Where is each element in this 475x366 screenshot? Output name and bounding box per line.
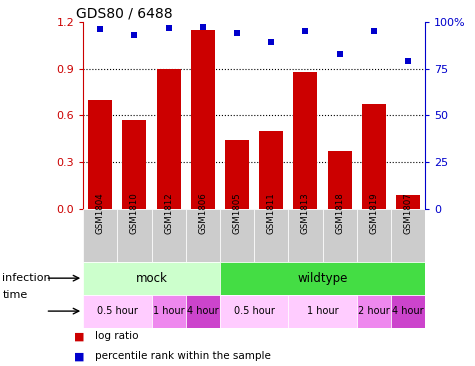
Bar xyxy=(323,209,357,262)
Point xyxy=(96,26,104,32)
Bar xyxy=(357,295,391,328)
Bar xyxy=(396,195,420,209)
Bar xyxy=(225,140,249,209)
Point xyxy=(370,29,378,34)
Bar xyxy=(186,295,220,328)
Bar xyxy=(83,262,220,295)
Text: 1 hour: 1 hour xyxy=(153,306,184,316)
Text: log ratio: log ratio xyxy=(95,331,139,341)
Bar xyxy=(186,209,220,262)
Text: wildtype: wildtype xyxy=(297,272,348,285)
Bar xyxy=(220,262,425,295)
Bar xyxy=(157,69,180,209)
Text: infection: infection xyxy=(2,273,51,283)
Text: GSM1818: GSM1818 xyxy=(335,193,344,234)
Bar xyxy=(254,209,288,262)
Point xyxy=(267,40,275,45)
Text: 1 hour: 1 hour xyxy=(307,306,338,316)
Text: GSM1806: GSM1806 xyxy=(199,193,207,234)
Bar xyxy=(288,295,357,328)
Text: ■: ■ xyxy=(74,331,84,341)
Text: percentile rank within the sample: percentile rank within the sample xyxy=(95,351,271,361)
Bar xyxy=(288,209,323,262)
Text: 4 hour: 4 hour xyxy=(392,306,424,316)
Text: mock: mock xyxy=(135,272,168,285)
Bar xyxy=(328,151,352,209)
Text: GSM1812: GSM1812 xyxy=(164,193,173,234)
Bar xyxy=(391,295,425,328)
Bar xyxy=(362,104,386,209)
Bar xyxy=(152,295,186,328)
Text: 0.5 hour: 0.5 hour xyxy=(234,306,275,316)
Text: 4 hour: 4 hour xyxy=(187,306,218,316)
Text: GSM1811: GSM1811 xyxy=(267,193,276,234)
Point xyxy=(404,58,412,64)
Bar xyxy=(117,209,152,262)
Point xyxy=(165,25,172,30)
Bar xyxy=(123,120,146,209)
Bar xyxy=(357,209,391,262)
Bar xyxy=(191,30,215,209)
Bar xyxy=(88,100,112,209)
Text: GSM1805: GSM1805 xyxy=(233,193,241,234)
Text: 2 hour: 2 hour xyxy=(358,306,389,316)
Bar xyxy=(391,209,425,262)
Bar xyxy=(152,209,186,262)
Text: GSM1807: GSM1807 xyxy=(404,193,412,234)
Point xyxy=(233,30,241,36)
Text: GSM1813: GSM1813 xyxy=(301,193,310,234)
Text: GDS80 / 6488: GDS80 / 6488 xyxy=(76,7,173,21)
Text: GSM1810: GSM1810 xyxy=(130,193,139,234)
Text: ■: ■ xyxy=(74,351,84,361)
Bar xyxy=(259,131,283,209)
Bar xyxy=(220,295,288,328)
Point xyxy=(199,24,207,30)
Bar xyxy=(220,209,254,262)
Text: 0.5 hour: 0.5 hour xyxy=(97,306,138,316)
Point xyxy=(336,51,343,57)
Bar xyxy=(294,72,317,209)
Point xyxy=(302,29,309,34)
Point xyxy=(131,32,138,38)
Bar xyxy=(83,209,117,262)
Text: GSM1819: GSM1819 xyxy=(370,193,378,234)
Text: time: time xyxy=(2,290,28,300)
Text: GSM1804: GSM1804 xyxy=(96,193,104,234)
Bar xyxy=(83,295,152,328)
